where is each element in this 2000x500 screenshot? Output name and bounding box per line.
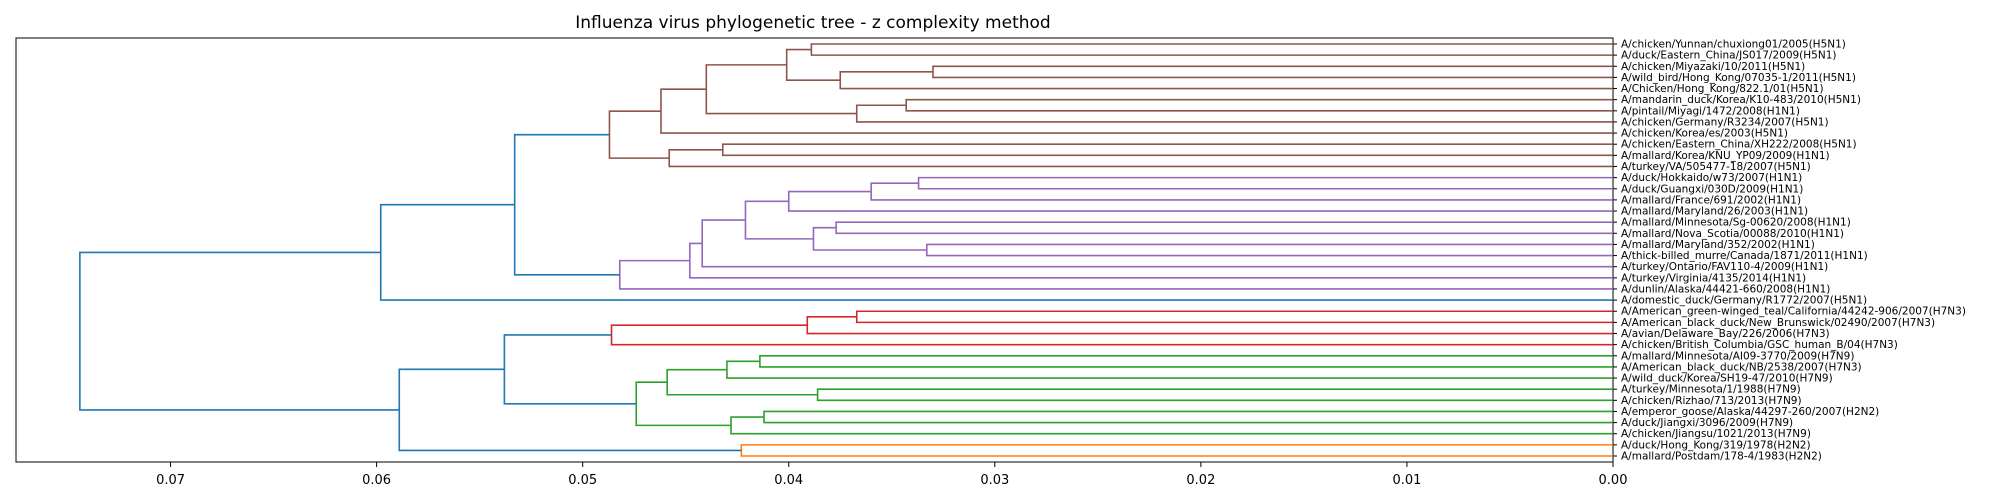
x-tick-label: 0.01 [1392,473,1421,488]
dendrogram-branch [810,43,1613,56]
dendrogram-branch [932,65,1613,79]
leaf-label: A/Chicken/Hong_Kong/822.1/01(H5N1) [1621,83,1824,95]
dendrogram-branch [701,219,1613,268]
leaf-label: A/mallard/Nova_Scotia/00088/2010(H1N1) [1621,228,1844,240]
x-axis: 0.07 0.06 0.05 0.04 0.03 0.02 0.01 0.00 [156,462,1627,488]
dendrogram-branch [740,444,1613,457]
leaf-label: A/duck/Eastern_China/JS017/2009(H5N1) [1621,50,1836,62]
dendrogram-branch [816,388,1613,402]
leaf-label: A/emperor_goose/Alaska/44297-260/2007(H2… [1621,406,1879,418]
dendrogram-branch [926,243,1613,257]
x-tick-label: 0.05 [568,473,597,488]
dendrogram-branch [513,133,620,276]
leaf-label: A/chicken/Eastern_China/XH222/2008(H5N1) [1621,139,1857,151]
leaf-label: A/American_green-winged_teal/California/… [1621,306,1966,318]
leaf-label: A/domestic_duck/Germany/R1772/2007(H5N1) [1621,295,1867,307]
dendrogram-branch [618,259,1613,290]
leaf-label: A/turkey/Virginia/4135/2014(H1N1) [1621,272,1806,284]
leaf-label: A/American_black_duck/New_Brunswick/0249… [1621,317,1935,329]
dendrogram-branch [668,148,1613,168]
dendrogram-branch [705,64,857,115]
leaf-label: A/duck/Guangxi/030D/2009(H1N1) [1621,183,1803,195]
leaf-label: A/chicken/Rizhao/713/2013(H7N9) [1621,395,1802,407]
dendrogram-branch [398,368,742,452]
dendrogram-branch [666,368,818,396]
dendrogram-branch [855,310,1613,324]
dendrogram-branch [610,324,1613,346]
dendrogram-branch [787,190,1613,212]
leaf-label: A/chicken/Korea/es/2003(H5N1) [1621,128,1788,140]
leaf-label: A/duck/Jiangxi/3096/2009(H7N9) [1621,417,1793,429]
leaf-label: A/dunlin/Alaska/44421-660/2008(H1N1) [1621,283,1830,295]
plot-frame [15,37,1614,463]
leaf-label: A/duck/Hokkaido/w73/2007(H1N1) [1621,172,1802,184]
dendrogram-branch [759,354,1613,368]
leaf-label: A/mallard/Maryland/352/2002(H1N1) [1621,239,1815,251]
dendrogram-branch [726,360,1613,379]
leaf-label: A/chicken/Jiangsu/1021/2013(H7N9) [1621,428,1811,440]
dendrogram-branch [79,251,400,411]
leaf-label: A/chicken/British_Columbia/GSC_human_B/0… [1621,339,1898,351]
leaf-label: A/mallard/Minnesota/AI09-3770/2009(H7N9) [1621,350,1854,362]
leaf-label: A/mandarin_duck/Korea/K10-483/2010(H5N1) [1621,94,1861,106]
dendrogram-branch [812,226,927,251]
dendrogram-branch [835,221,1613,235]
dendrogram-branch [855,104,1613,123]
x-tick-label: 0.00 [1599,473,1628,488]
leaf-labels: A/chicken/Yunnan/chuxiong01/2005(H5N1)A/… [1613,39,1966,463]
dendrogram-branch [689,242,1613,279]
chart-title: Influenza virus phylogenetic tree - z co… [575,13,1050,33]
leaf-label: A/chicken/Yunnan/chuxiong01/2005(H5N1) [1621,39,1846,51]
leaf-label: A/duck/Hong_Kong/319/1978(H2N2) [1621,439,1811,451]
x-tick-label: 0.03 [980,473,1009,488]
leaf-label: A/pintail/Miyagi/1472/2008(H1N1) [1621,105,1800,117]
leaf-label: A/chicken/Miyazaki/10/2011(H5N1) [1621,61,1805,73]
leaf-label: A/wild_duck/Korea/SH19-47/2010(H7N9) [1621,373,1833,385]
dendrogram-branch [608,110,670,159]
dendrogram-branch [730,416,1613,435]
leaf-label: A/mallard/Korea/KNU_YP09/2009(H1N1) [1621,150,1830,162]
dendrogram-branch [785,48,841,81]
leaf-label: A/mallard/France/691/2002(H1N1) [1621,194,1801,206]
dendrogram-branch [635,381,732,427]
leaf-label: A/chicken/Germany/R3234/2007(H5N1) [1621,116,1829,128]
leaf-label: A/turkey/Minnesota/1/1988(H7N9) [1621,384,1801,396]
dendrogram-branch [917,176,1613,190]
x-tick-label: 0.02 [1186,473,1215,488]
dendrogram-branch [806,316,1613,335]
leaf-label: A/American_black_duck/NB/2538/2007(H7N3) [1621,361,1862,373]
leaf-label: A/thick-billed_murre/Canada/1871/2011(H1… [1621,250,1868,262]
dendrogram-branch [839,71,1613,90]
x-tick-label: 0.07 [156,473,185,488]
leaf-label: A/avian/Delaware_Bay/226/2006(H7N3) [1621,328,1830,340]
leaf-label: A/mallard/Maryland/26/2003(H1N1) [1621,206,1808,218]
dendrogram-branch [905,98,1613,112]
dendrogram-branch [763,410,1613,424]
tree-branches [79,43,1613,457]
dendrogram-branch [722,143,1613,157]
dendrogram-branch [379,203,1613,301]
dendrogram-branch [744,200,814,240]
leaf-label: A/wild_bird/Hong_Kong/07035-1/2011(H5N1) [1621,72,1856,84]
dendrogram-branch [660,88,1613,134]
leaf-label: A/mallard/Minnesota/Sg-00620/2008(H1N1) [1621,217,1851,229]
leaf-label: A/mallard/Postdam/178-4/1983(H2N2) [1621,451,1822,463]
x-tick-label: 0.06 [362,473,391,488]
leaf-label: A/turkey/VA/505477-18/2007(H5N1) [1621,161,1811,173]
dendrogram-branch [503,334,637,405]
dendrogram-branch [870,182,1613,201]
x-tick-label: 0.04 [774,473,803,488]
leaf-label: A/turkey/Ontario/FAV110-4/2009(H1N1) [1621,261,1828,273]
